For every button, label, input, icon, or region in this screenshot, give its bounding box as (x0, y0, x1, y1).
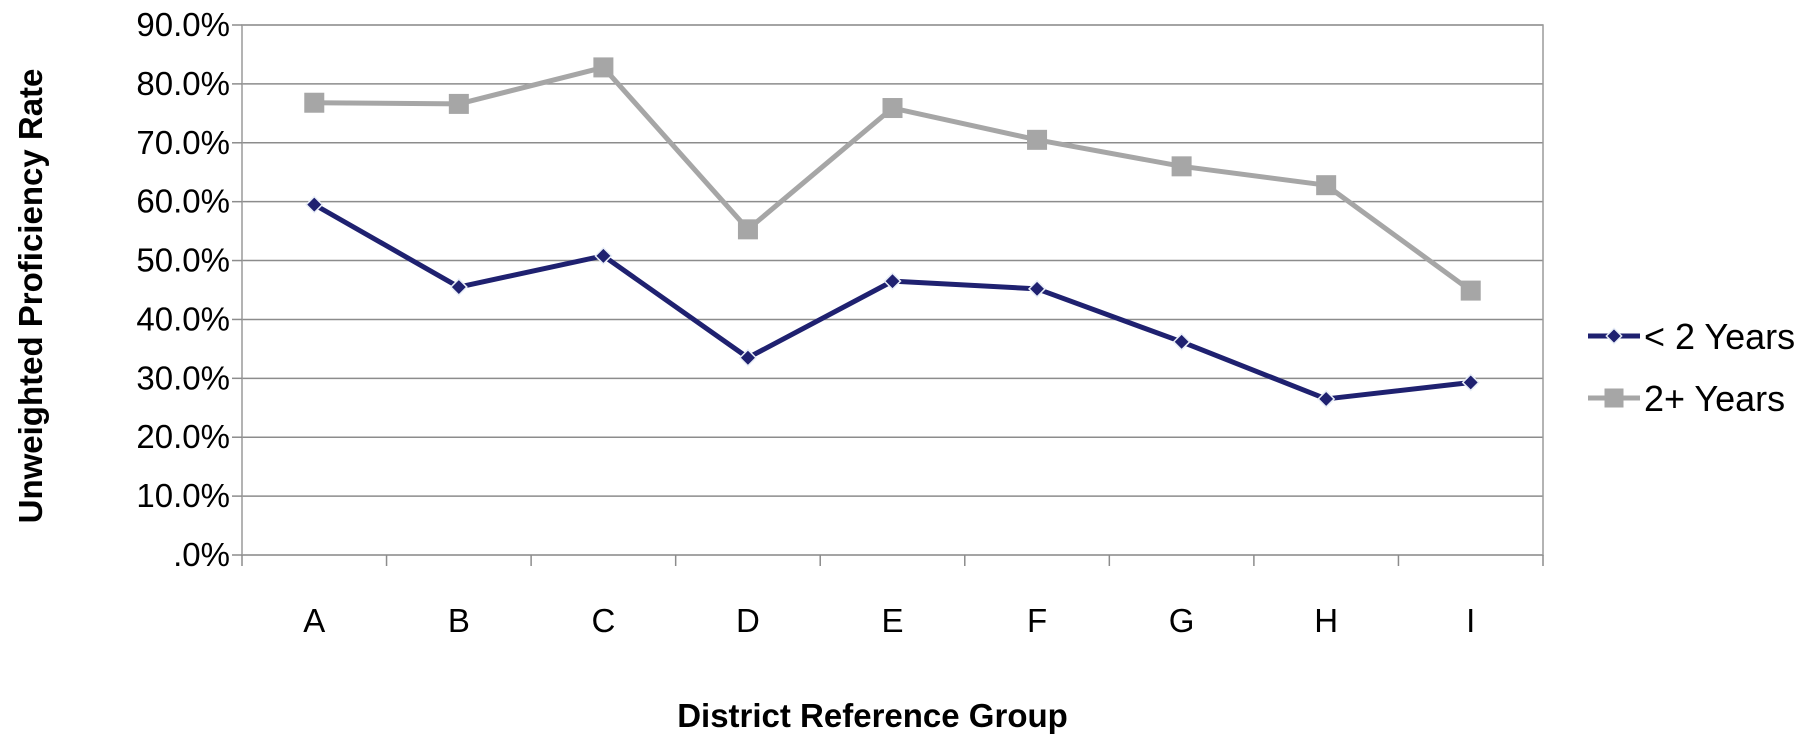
y-tick-label: 30.0% (136, 359, 230, 396)
plot-area-frame (241, 24, 1544, 556)
x-tick-label: I (1466, 602, 1475, 639)
square-marker (1027, 129, 1048, 150)
square-marker (737, 219, 758, 240)
x-tick-label: A (303, 602, 325, 639)
square-marker (882, 98, 903, 119)
legend-item: < 2 Years (1588, 316, 1795, 357)
y-tick-label: 70.0% (136, 124, 230, 161)
y-axis-title: Unweighted Proficiency Rate (12, 69, 49, 524)
series-layer (304, 57, 1481, 409)
y-tick-label: 20.0% (136, 418, 230, 455)
y-axis-ticks: .0% 10.0% 20.0% 30.0% 40.0% 50.0% 60.0% 70.0% 80… (136, 6, 242, 573)
diamond-marker (1172, 332, 1191, 351)
x-tick-label: E (881, 602, 903, 639)
diamond-marker (1027, 279, 1047, 298)
square-marker (448, 93, 469, 114)
x-tick-label: D (736, 602, 760, 639)
y-tick-label: .0% (173, 536, 230, 573)
x-tick-label: G (1169, 602, 1195, 639)
square-marker (1604, 388, 1624, 408)
series-group (304, 57, 1481, 301)
square-marker (304, 92, 325, 113)
square-marker (1460, 280, 1481, 301)
legend-label: < 2 Years (1644, 316, 1795, 357)
x-axis-ticks: A B C D E F G H I (241, 555, 1544, 639)
diamond-marker (449, 277, 468, 297)
legend: < 2 Years 2+ Years (1588, 316, 1795, 419)
series-group (305, 195, 1480, 409)
diamond-marker (883, 272, 902, 291)
diamond-marker (1605, 327, 1623, 345)
diamond-marker (305, 195, 324, 214)
diamond-marker (1461, 373, 1480, 392)
y-tick-label: 40.0% (136, 300, 230, 337)
series-line (313, 202, 1472, 402)
x-tick-label: H (1314, 602, 1338, 639)
y-tick-label: 10.0% (136, 477, 230, 514)
legend-label: 2+ Years (1644, 378, 1785, 419)
square-marker (593, 57, 614, 78)
diamond-marker (738, 348, 758, 367)
square-marker (1171, 156, 1192, 177)
y-tick-label: 50.0% (136, 242, 230, 279)
y-tick-label: 60.0% (136, 183, 230, 220)
x-tick-label: B (448, 602, 470, 639)
diamond-marker (1317, 389, 1336, 409)
x-tick-label: C (591, 602, 615, 639)
legend-item: 2+ Years (1588, 378, 1785, 419)
square-marker (1316, 175, 1337, 196)
y-tick-label: 90.0% (136, 6, 230, 43)
y-tick-label: 80.0% (136, 65, 230, 102)
x-tick-label: F (1027, 602, 1047, 639)
x-axis-title: District Reference Group (677, 697, 1068, 734)
diamond-marker (594, 246, 613, 265)
